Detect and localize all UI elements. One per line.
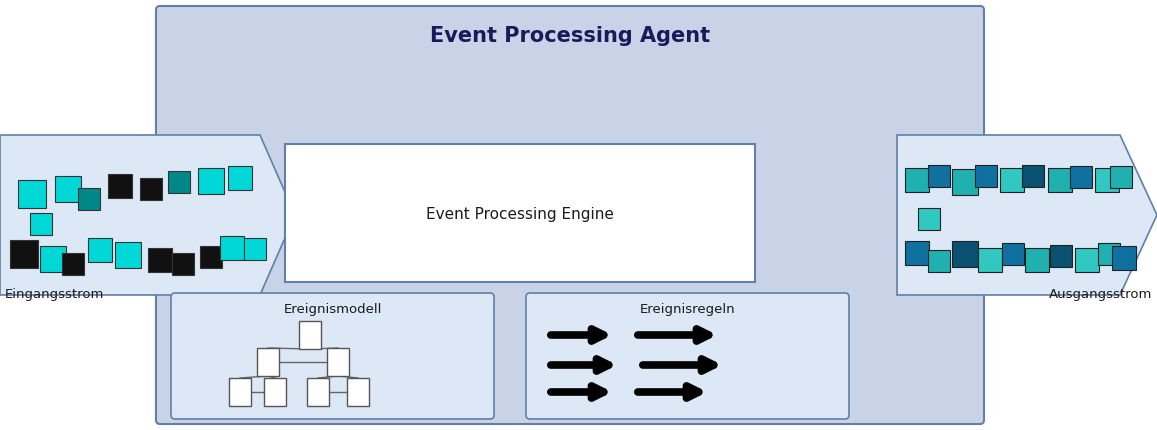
Bar [1022, 166, 1044, 187]
Bar [78, 189, 100, 211]
Bar [1110, 166, 1132, 189]
Bar [172, 253, 194, 275]
Text: Ereignismodell: Ereignismodell [283, 302, 382, 315]
Polygon shape [897, 136, 1157, 295]
Bar [978, 249, 1002, 272]
Bar [299, 321, 320, 349]
Bar [1098, 243, 1120, 265]
Bar [1000, 169, 1024, 193]
Bar [264, 378, 286, 406]
Bar [198, 169, 224, 194]
Bar [168, 172, 190, 194]
Bar [928, 166, 950, 187]
Text: Event Processing Engine: Event Processing Engine [426, 206, 614, 221]
Bar [1048, 169, 1073, 193]
Bar [1095, 169, 1119, 193]
Bar [19, 181, 46, 209]
Bar [200, 246, 222, 268]
Bar [148, 249, 172, 272]
Bar [952, 169, 978, 196]
Bar [140, 178, 162, 200]
Text: Eingangsstrom: Eingangsstrom [5, 287, 104, 300]
Polygon shape [0, 136, 295, 295]
Bar [88, 239, 112, 262]
Bar [918, 209, 939, 230]
Bar [928, 250, 950, 272]
Bar [228, 166, 252, 190]
FancyBboxPatch shape [156, 7, 983, 424]
Text: Ereignisregeln: Ereignisregeln [640, 302, 736, 315]
Bar [285, 144, 756, 283]
Bar [108, 175, 132, 199]
Bar [1051, 246, 1073, 267]
Bar [307, 378, 329, 406]
Bar [244, 239, 266, 261]
Bar [1075, 249, 1099, 272]
Bar [56, 177, 81, 203]
Text: Event Processing Agent: Event Processing Agent [430, 26, 710, 46]
Bar [1002, 243, 1024, 265]
Bar [62, 253, 84, 275]
Text: Ausgangsstrom: Ausgangsstrom [1048, 287, 1152, 300]
Bar [327, 348, 349, 376]
FancyBboxPatch shape [171, 293, 494, 419]
Bar [1025, 249, 1049, 272]
Bar [10, 240, 38, 268]
Bar [220, 237, 244, 261]
Bar [905, 169, 929, 193]
Bar [30, 214, 52, 236]
FancyBboxPatch shape [526, 293, 849, 419]
Bar [1112, 246, 1136, 270]
Bar [115, 243, 141, 268]
Bar [40, 246, 66, 272]
Bar [905, 241, 929, 265]
Bar [347, 378, 369, 406]
Bar [257, 348, 279, 376]
Bar [229, 378, 251, 406]
Bar [1070, 166, 1092, 189]
Bar [975, 166, 997, 187]
Bar [952, 241, 978, 267]
